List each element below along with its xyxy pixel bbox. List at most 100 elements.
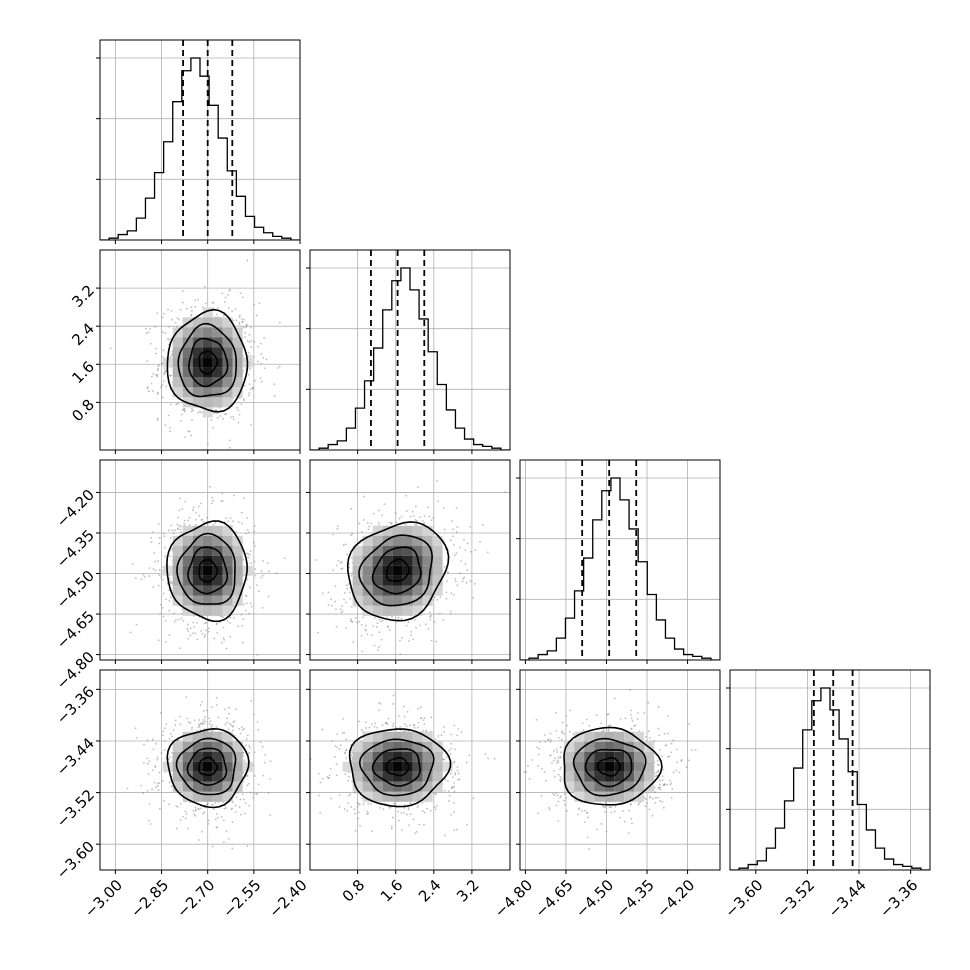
data-point bbox=[210, 419, 213, 422]
data-point bbox=[257, 783, 260, 786]
density-cell bbox=[192, 327, 203, 338]
data-point bbox=[209, 720, 212, 723]
data-point bbox=[321, 777, 324, 780]
data-point bbox=[350, 806, 353, 808]
data-point bbox=[384, 722, 387, 724]
data-point bbox=[450, 787, 453, 789]
density-cell bbox=[232, 377, 243, 388]
density-cell bbox=[432, 781, 443, 792]
data-point bbox=[245, 744, 247, 747]
data-point bbox=[249, 586, 251, 589]
density-cell bbox=[192, 565, 203, 576]
data-point bbox=[174, 719, 177, 722]
data-point bbox=[163, 371, 166, 373]
density-cell bbox=[182, 595, 193, 606]
data-point bbox=[150, 375, 153, 378]
density-cell bbox=[422, 535, 433, 546]
data-point bbox=[157, 391, 160, 394]
data-point bbox=[452, 535, 454, 538]
data-point bbox=[215, 313, 218, 316]
data-point bbox=[170, 403, 172, 406]
data-point bbox=[442, 507, 445, 509]
data-point bbox=[145, 327, 147, 330]
data-point bbox=[200, 411, 203, 414]
data-point bbox=[275, 572, 278, 575]
data-point bbox=[344, 752, 347, 755]
data-point bbox=[250, 355, 252, 357]
data-point bbox=[164, 332, 167, 334]
density-cell bbox=[232, 565, 243, 576]
data-point bbox=[247, 394, 250, 397]
density-cell bbox=[402, 535, 413, 546]
data-point bbox=[227, 728, 230, 731]
data-point bbox=[453, 760, 456, 763]
data-point bbox=[247, 355, 250, 358]
density-cell bbox=[192, 741, 203, 752]
data-point bbox=[179, 528, 182, 531]
data-point bbox=[474, 548, 477, 551]
data-point bbox=[465, 761, 468, 764]
data-point bbox=[452, 762, 455, 764]
density-cell bbox=[392, 525, 403, 536]
density-cell bbox=[382, 791, 393, 802]
data-point bbox=[168, 737, 171, 740]
data-point bbox=[381, 619, 384, 622]
data-point bbox=[450, 733, 453, 736]
data-point bbox=[254, 545, 256, 548]
data-point bbox=[254, 574, 257, 577]
data-point bbox=[330, 797, 332, 800]
data-point bbox=[177, 516, 179, 519]
data-point bbox=[232, 605, 235, 608]
data-point bbox=[189, 801, 192, 804]
data-point bbox=[155, 742, 157, 745]
data-point bbox=[155, 352, 157, 355]
data-point bbox=[147, 390, 150, 393]
data-point bbox=[195, 729, 198, 732]
density-cell bbox=[202, 397, 213, 408]
data-point bbox=[242, 369, 245, 372]
data-point bbox=[228, 722, 231, 725]
data-point bbox=[213, 808, 216, 810]
panel-2-1 bbox=[306, 459, 511, 664]
data-point bbox=[273, 395, 276, 397]
data-point bbox=[211, 496, 214, 499]
data-point bbox=[171, 529, 174, 532]
data-point bbox=[109, 347, 112, 350]
data-point bbox=[241, 320, 244, 323]
data-point bbox=[242, 755, 245, 758]
data-point bbox=[198, 725, 201, 728]
density-cell bbox=[222, 791, 233, 802]
data-point bbox=[430, 614, 432, 617]
density-cell bbox=[172, 555, 183, 566]
data-point bbox=[168, 609, 171, 612]
contour-line bbox=[187, 546, 229, 595]
data-point bbox=[249, 368, 251, 370]
contour-line bbox=[198, 350, 219, 375]
data-point bbox=[200, 807, 202, 810]
density-cell bbox=[412, 595, 423, 606]
density-cell bbox=[232, 585, 243, 596]
data-point bbox=[246, 340, 249, 342]
data-point bbox=[154, 326, 157, 328]
panel-frame bbox=[99, 669, 301, 871]
data-point bbox=[244, 331, 247, 334]
density-cell bbox=[232, 357, 243, 368]
data-point bbox=[336, 527, 339, 530]
data-point bbox=[314, 559, 317, 561]
data-point bbox=[363, 495, 365, 498]
density-cell bbox=[222, 337, 233, 348]
data-point bbox=[447, 790, 450, 793]
density-cell bbox=[212, 367, 223, 378]
data-point bbox=[169, 355, 172, 358]
data-point bbox=[180, 525, 182, 528]
data-point bbox=[250, 423, 252, 426]
data-point bbox=[353, 791, 356, 794]
data-point bbox=[405, 624, 408, 627]
density-cell bbox=[392, 791, 403, 802]
data-point bbox=[261, 574, 264, 577]
data-point bbox=[229, 288, 232, 291]
density-cell bbox=[402, 545, 413, 556]
data-point bbox=[135, 737, 138, 739]
data-point bbox=[213, 637, 216, 640]
data-point bbox=[214, 802, 217, 805]
